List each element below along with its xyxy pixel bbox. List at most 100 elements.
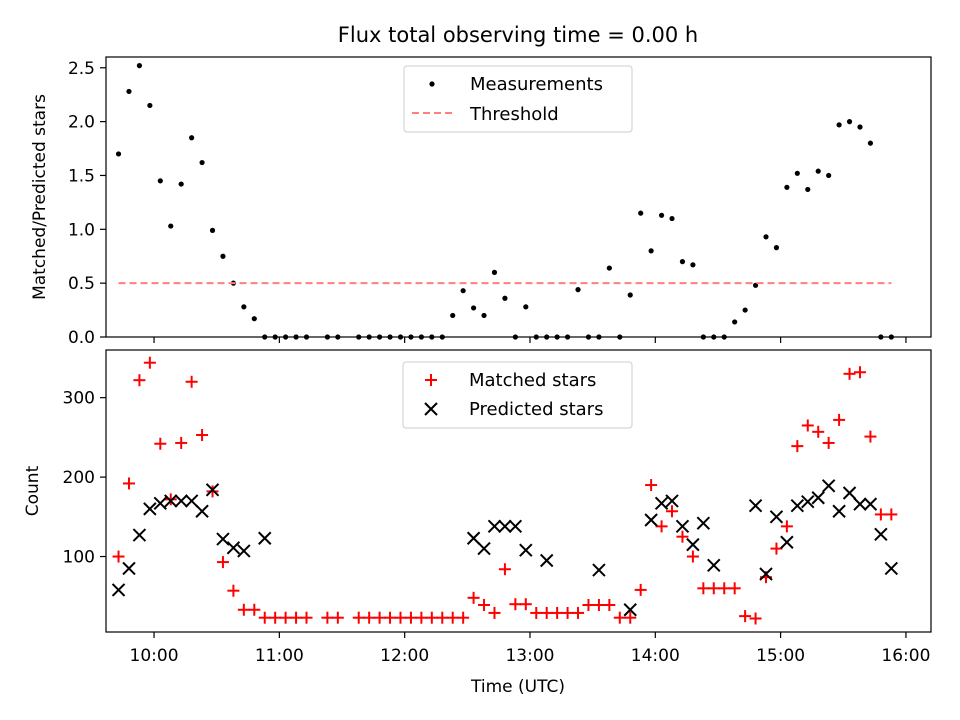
matched-star-point: [352, 611, 365, 624]
matched-star-point: [488, 606, 501, 619]
bottom-legend-box: [402, 361, 633, 429]
predicted-star-point: [258, 531, 272, 545]
matched-star-point: [216, 556, 229, 569]
predicted-star-point: [780, 535, 794, 549]
y-tick-label: 200: [63, 468, 95, 488]
predicted-star-point: [487, 519, 502, 534]
measurement-point: [356, 334, 362, 340]
predicted-star-point: [498, 519, 512, 534]
x-tick-label: 11:00: [255, 646, 304, 666]
x-tick-label: 12:00: [380, 646, 429, 666]
matched-star-point: [874, 508, 887, 521]
matched-star-point: [885, 508, 898, 521]
predicted-star-point: [519, 543, 533, 557]
measurement-point: [241, 304, 247, 310]
legend-label-predicted: Predicted stars: [469, 399, 603, 420]
measurement-point: [867, 140, 874, 146]
matched-star-point: [572, 606, 585, 619]
matched-star-point: [436, 611, 449, 624]
predicted-star-point: [477, 541, 491, 556]
bottom-legend: Matched stars Predicted stars: [402, 361, 633, 429]
predicted-star-point: [164, 494, 178, 508]
measurement-point: [450, 312, 456, 319]
measurement-point: [564, 334, 571, 340]
measurement-point: [209, 227, 216, 233]
predicted-star-point: [665, 494, 679, 508]
measurement-point: [638, 210, 644, 216]
measurement-point: [408, 334, 414, 340]
measurement-point: [585, 334, 592, 340]
predicted-star-point: [623, 603, 637, 617]
predicted-star-point: [707, 558, 721, 572]
measurement-point: [189, 135, 195, 141]
predicted-star-b: [132, 528, 147, 542]
predicted-star-b: [226, 541, 241, 555]
bottom-y-axis-label: Count: [23, 465, 43, 516]
measurement-point: [857, 124, 863, 130]
predicted-star-b: [811, 491, 825, 505]
y-tick-label: 2.5: [68, 59, 95, 79]
matched-star-point: [300, 611, 313, 624]
predicted-star-point: [863, 497, 878, 511]
measurement-point: [220, 253, 226, 259]
predicted-star-b: [237, 544, 251, 558]
matched-star-point: [269, 611, 282, 624]
x-tick-label: 14:00: [631, 646, 680, 666]
top-y-axis-label: Matched/Predicted stars: [30, 94, 50, 300]
predicted-star-b: [623, 603, 637, 617]
matched-star-point: [279, 611, 292, 624]
x-tick-label: 16:00: [881, 646, 930, 666]
predicted-star-b: [111, 583, 126, 597]
matched-star-point: [666, 505, 679, 518]
measurement-point: [168, 223, 174, 229]
legend-label-threshold: Threshold: [469, 104, 559, 125]
measurement-point: [742, 307, 748, 313]
measurement-point: [669, 215, 675, 222]
predicted-star-point: [853, 497, 867, 511]
measurement-point: [199, 159, 205, 166]
matched-star-point: [739, 610, 752, 623]
matched-star-point: [749, 612, 762, 625]
measurement-point: [658, 212, 665, 218]
predicted-star-b: [539, 553, 554, 568]
measurement-point: [690, 262, 696, 268]
predicted-star-point: [696, 516, 711, 530]
bottom-panel: 100 200 300 10:00 11:00 12:00 13:00 14:00 15:00 1…: [23, 349, 932, 697]
y-tick-label: 1.0: [68, 220, 95, 240]
legend-label-measurements: Measurements: [470, 74, 603, 95]
measurement-point: [575, 287, 581, 293]
predicted-star-point: [675, 519, 690, 534]
measurement-point: [700, 334, 706, 340]
predicted-star-point: [832, 504, 846, 518]
matched-star-point: [561, 606, 574, 619]
predicted-star-b: [665, 494, 679, 508]
predicted-star-point: [801, 495, 815, 509]
matched-star-point: [425, 611, 438, 624]
matched-star-point: [404, 611, 417, 624]
predicted-star-point: [466, 531, 481, 545]
matched-star-point: [645, 479, 658, 492]
predicted-star-point: [811, 491, 825, 505]
matched-star-point: [175, 436, 188, 449]
measurement-point: [596, 334, 602, 340]
matched-star-point: [415, 611, 428, 624]
matched-star-point: [258, 611, 271, 624]
matched-star-point: [728, 582, 741, 595]
matched-star-point: [237, 603, 250, 616]
measurement-point: [627, 292, 633, 298]
predicted-star-b: [832, 504, 846, 518]
predicted-star-b: [184, 494, 199, 508]
predicted-star-b: [853, 497, 867, 511]
predicted-star-point: [237, 544, 251, 558]
predicted-star-b: [769, 510, 784, 524]
matched-star-point: [676, 530, 689, 543]
predicted-star-point: [184, 494, 199, 508]
y-tick-label: 1.5: [68, 166, 95, 186]
measurement-point: [878, 334, 884, 340]
y-tick-label: 0.0: [68, 328, 95, 348]
matched-star-point: [164, 493, 177, 506]
measurement-point: [794, 170, 800, 176]
measurement-point: [335, 334, 341, 340]
matched-star-point: [290, 611, 303, 624]
predicted-star-b: [686, 537, 700, 552]
